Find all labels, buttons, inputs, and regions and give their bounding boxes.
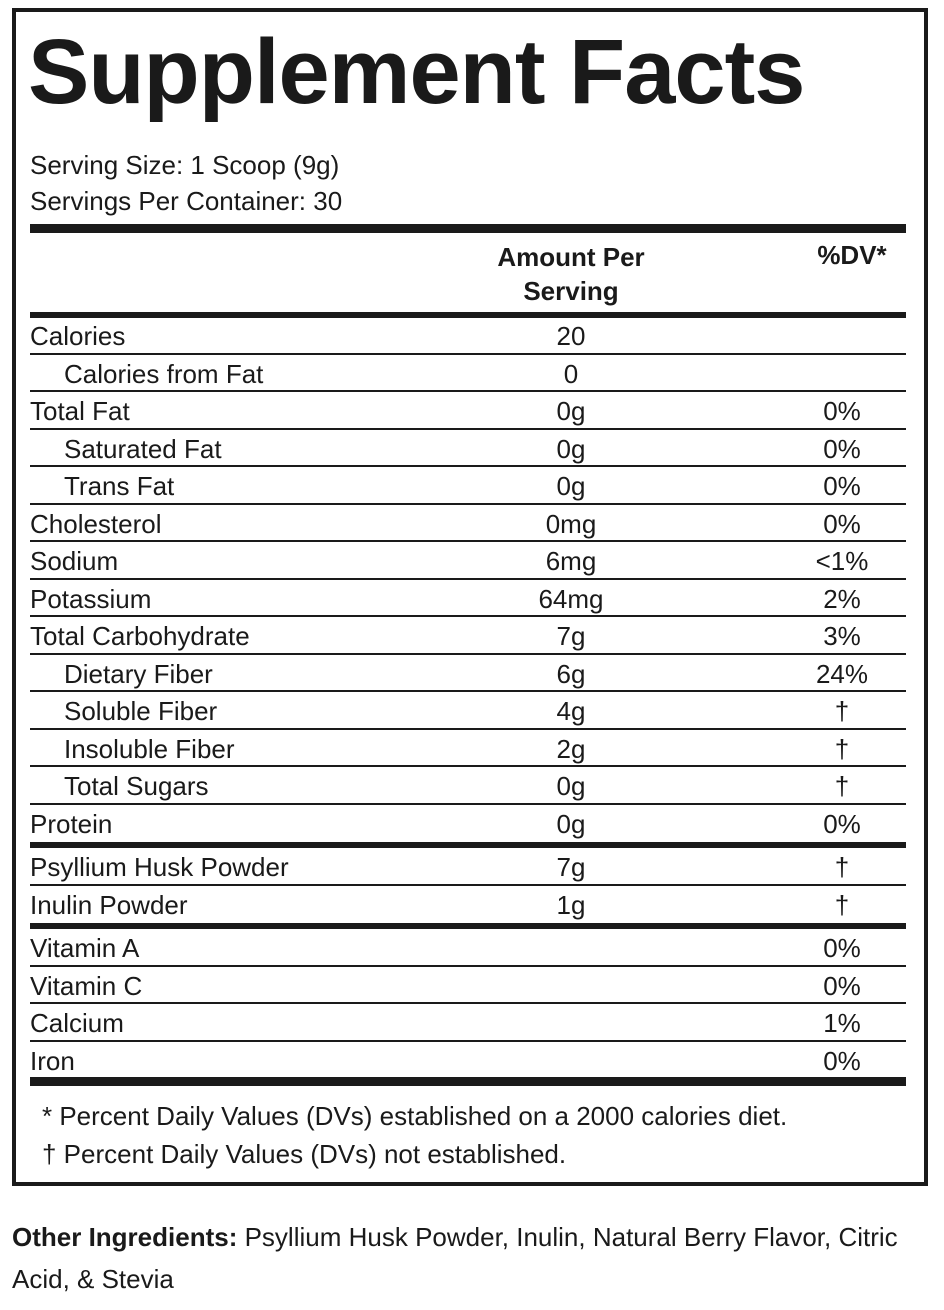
nutrient-name: Cholesterol bbox=[30, 508, 162, 539]
nutrient-dv: † bbox=[834, 852, 850, 882]
nutrient-name: Total Carbohydrate bbox=[30, 621, 250, 651]
nutrient-row: Psyllium Husk Powder 7g † bbox=[30, 848, 906, 886]
nutrient-group-main: Calories 20 Calories from Fat 0 Total Fat 0g 0… bbox=[30, 317, 906, 842]
nutrient-dv: 0% bbox=[823, 933, 861, 963]
nutrient-row: Dietary Fiber 6g 24% bbox=[30, 655, 906, 692]
nutrient-name: Soluble Fiber bbox=[64, 696, 218, 726]
nutrient-group-vitamins: Vitamin A 0% Vitamin C 0% Calcium 1% Iron 0% bbox=[30, 929, 906, 1079]
nutrient-row: Vitamin A 0% bbox=[30, 929, 906, 967]
nutrient-amount: 2g bbox=[556, 733, 586, 764]
nutrient-row: Sodium 6mg <1% bbox=[30, 542, 906, 580]
nutrient-row: Iron 0% bbox=[30, 1042, 906, 1080]
nutrient-amount: 0 bbox=[563, 358, 579, 389]
nutrient-row: Insoluble Fiber 2g † bbox=[30, 730, 906, 767]
nutrient-row: Inulin Powder 1g † bbox=[30, 886, 906, 924]
nutrient-dv: 2% bbox=[823, 583, 861, 614]
nutrient-amount: 7g bbox=[556, 852, 586, 882]
nutrient-amount: 6mg bbox=[545, 546, 597, 576]
nutrient-dv: 1% bbox=[823, 1008, 861, 1038]
nutrient-dv: † bbox=[834, 733, 850, 764]
nutrient-row: Calcium 1% bbox=[30, 1004, 906, 1042]
nutrient-amount: 0g bbox=[556, 433, 586, 464]
nutrient-dv: 0% bbox=[823, 433, 861, 464]
nutrient-row: Saturated Fat 0g 0% bbox=[30, 430, 906, 467]
nutrient-dv: † bbox=[834, 696, 850, 726]
bottom-thick-divider bbox=[30, 1077, 906, 1086]
nutrient-name: Saturated Fat bbox=[64, 433, 222, 464]
nutrient-amount: 4g bbox=[556, 696, 586, 726]
nutrient-amount: 0g bbox=[556, 771, 586, 801]
nutrient-name: Vitamin A bbox=[30, 933, 140, 963]
nutrient-amount: 0g bbox=[556, 396, 586, 426]
nutrient-dv: † bbox=[834, 771, 850, 801]
nutrient-amount: 20 bbox=[556, 321, 586, 351]
nutrient-name: Total Fat bbox=[30, 396, 130, 426]
footnote-dv: * Percent Daily Values (DVs) established… bbox=[42, 1101, 788, 1131]
nutrient-table: Calories 20 Calories from Fat 0 Total Fat 0g 0… bbox=[30, 317, 906, 1079]
label-title: Supplement Facts bbox=[28, 21, 805, 123]
nutrient-amount: 7g bbox=[556, 621, 586, 651]
thick-divider bbox=[30, 224, 906, 233]
nutrient-dv: 0% bbox=[823, 1045, 861, 1076]
nutrient-amount: 0mg bbox=[545, 508, 597, 539]
dv-header: %DV* bbox=[817, 240, 887, 270]
other-ingredients: Other Ingredients: Psyllium Husk Powder,… bbox=[12, 1216, 912, 1300]
serving-size: Serving Size: 1 Scoop (9g) bbox=[30, 150, 340, 180]
nutrient-name: Trans Fat bbox=[64, 471, 175, 501]
other-ingredients-label: Other Ingredients: bbox=[12, 1222, 238, 1252]
nutrient-name: Psyllium Husk Powder bbox=[30, 852, 289, 882]
group-divider bbox=[30, 842, 906, 848]
nutrient-row: Vitamin C 0% bbox=[30, 967, 906, 1004]
nutrient-group-ingredients: Psyllium Husk Powder 7g † Inulin Powder 1g † bbox=[30, 848, 906, 923]
nutrient-name: Dietary Fiber bbox=[64, 658, 213, 689]
nutrient-row: Calories from Fat 0 bbox=[30, 355, 906, 392]
nutrient-row: Total Fat 0g 0% bbox=[30, 392, 906, 430]
nutrient-amount: 0g bbox=[556, 471, 586, 501]
nutrient-dv: 0% bbox=[823, 396, 861, 426]
nutrient-dv: 3% bbox=[823, 621, 861, 651]
amount-per-serving-header: Amount Per Serving bbox=[497, 242, 645, 306]
nutrient-name: Iron bbox=[30, 1045, 75, 1076]
nutrient-row: Soluble Fiber 4g † bbox=[30, 692, 906, 730]
nutrient-dv: 0% bbox=[823, 808, 861, 839]
nutrient-name: Protein bbox=[30, 808, 113, 839]
nutrient-row: Trans Fat 0g 0% bbox=[30, 467, 906, 505]
nutrient-amount: 6g bbox=[556, 658, 586, 689]
header-divider bbox=[30, 312, 906, 318]
other-ingredients-text: Psyllium Husk Powder, Inulin, Natural Be… bbox=[12, 1222, 898, 1294]
nutrient-name: Insoluble Fiber bbox=[64, 733, 235, 764]
nutrient-row: Potassium 64mg 2% bbox=[30, 580, 906, 617]
nutrient-name: Potassium bbox=[30, 583, 152, 614]
nutrient-row: Total Carbohydrate 7g 3% bbox=[30, 617, 906, 655]
nutrient-dv: 0% bbox=[823, 970, 861, 1001]
nutrient-name: Calories bbox=[30, 321, 126, 351]
nutrient-name: Calories from Fat bbox=[64, 358, 264, 389]
nutrient-name: Vitamin C bbox=[30, 970, 143, 1001]
nutrient-name: Inulin Powder bbox=[30, 889, 188, 920]
nutrient-dv: 0% bbox=[823, 508, 861, 539]
nutrient-dv: 24% bbox=[815, 658, 869, 689]
nutrient-amount: 0g bbox=[556, 808, 586, 839]
servings-per-container: Servings Per Container: 30 bbox=[30, 186, 343, 216]
nutrient-name: Total Sugars bbox=[64, 771, 209, 801]
nutrient-row: Protein 0g 0% bbox=[30, 805, 906, 843]
nutrient-amount: 1g bbox=[556, 889, 586, 920]
nutrient-row: Total Sugars 0g † bbox=[30, 767, 906, 805]
nutrient-row: Calories 20 bbox=[30, 317, 906, 355]
nutrient-name: Sodium bbox=[30, 546, 119, 576]
group-divider bbox=[30, 923, 906, 929]
footnote-dagger: † Percent Daily Values (DVs) not establi… bbox=[42, 1139, 567, 1169]
nutrient-dv: † bbox=[834, 889, 850, 920]
nutrient-amount: 64mg bbox=[538, 583, 604, 614]
nutrient-name: Calcium bbox=[30, 1008, 124, 1038]
nutrient-row: Cholesterol 0mg 0% bbox=[30, 505, 906, 542]
nutrient-dv: 0% bbox=[823, 471, 861, 501]
nutrient-dv: <1% bbox=[815, 546, 869, 576]
supplement-facts-panel bbox=[12, 8, 928, 1186]
